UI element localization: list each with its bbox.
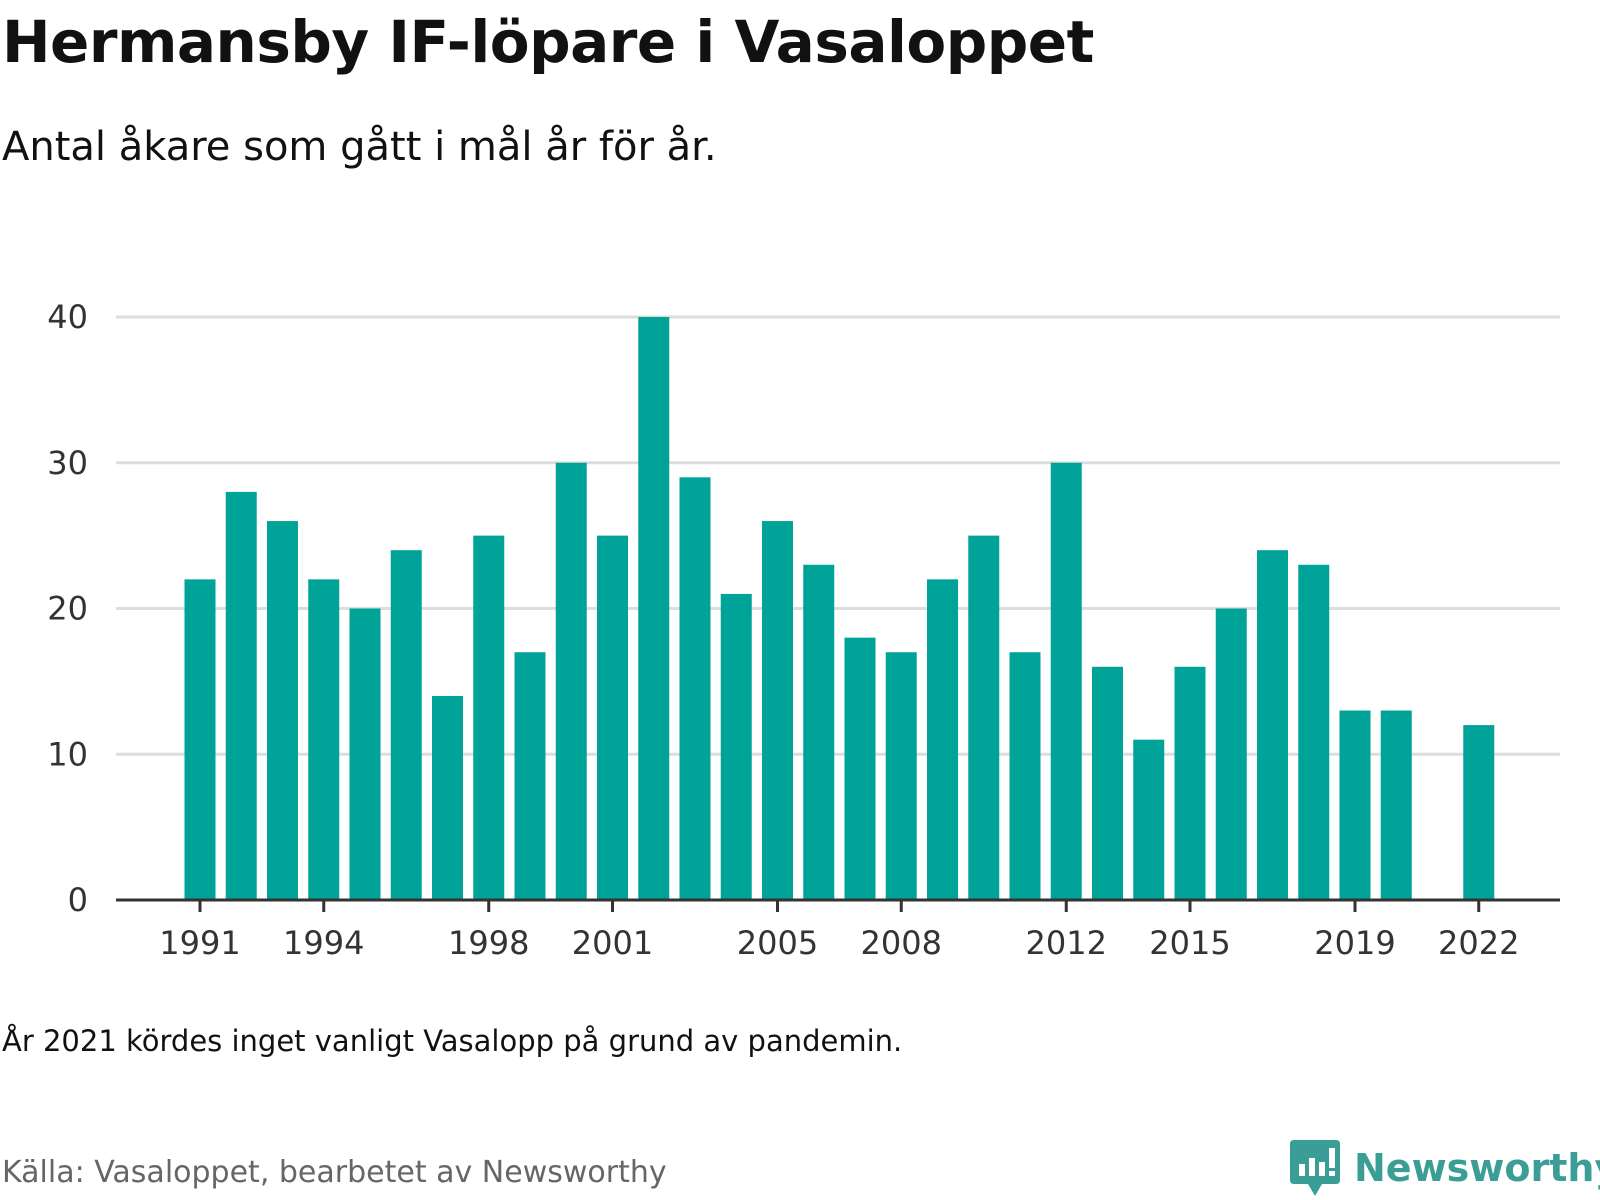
- bar-2015: [1174, 666, 1206, 900]
- chart-subtitle: Antal åkare som gått i mål år för år.: [2, 124, 717, 170]
- x-tick-label: 1998: [448, 924, 529, 962]
- x-tick-label: 1994: [283, 924, 364, 962]
- source-credit: Källa: Vasaloppet, bearbetet av Newswort…: [2, 1155, 667, 1190]
- bar-2012: [1050, 462, 1082, 900]
- newsworthy-logo-icon: [1290, 1140, 1340, 1196]
- chart-title: Hermansby IF-löpare i Vasaloppet: [2, 8, 1094, 76]
- bar-1999: [514, 652, 546, 900]
- y-tick-label: 40: [47, 298, 88, 336]
- bar-2009: [927, 579, 958, 900]
- x-tick-label: 2005: [737, 924, 818, 962]
- bar-2008: [885, 652, 917, 900]
- bars: [184, 317, 1495, 900]
- bar-1996: [390, 550, 422, 900]
- x-axis-labels: 1991 1994 1998 2001 2005 2008 2012 2015 2019 2022: [159, 924, 1519, 962]
- bar-2016: [1215, 608, 1247, 900]
- bar-2005: [762, 521, 793, 900]
- x-tick-label: 2008: [861, 924, 942, 962]
- bar-1991: [184, 579, 216, 900]
- bar-2000: [555, 462, 587, 900]
- bar-2007: [844, 637, 876, 900]
- bar-1995: [349, 608, 381, 900]
- x-tick-label: 2019: [1314, 924, 1395, 962]
- bar-2002: [638, 317, 670, 900]
- bar-2010: [968, 535, 1000, 900]
- bar-2011: [1009, 652, 1041, 900]
- bar-chart: 0 10 20 30 40 1991 1994 1998 2001 2005 2008 2012 20…: [47, 298, 1560, 962]
- brand-name: Newsworthy: [1354, 1146, 1600, 1190]
- y-tick-label: 20: [47, 590, 88, 628]
- x-axis: [116, 898, 1560, 912]
- bar-1994: [308, 579, 340, 900]
- x-tick-label: 2012: [1026, 924, 1107, 962]
- bar-2001: [597, 535, 628, 900]
- bar-2004: [720, 593, 752, 900]
- y-tick-label: 30: [47, 444, 88, 482]
- bar-2003: [679, 477, 711, 900]
- x-tick-label: 2015: [1149, 924, 1230, 962]
- footnote: År 2021 kördes inget vanligt Vasalopp på…: [2, 1024, 903, 1058]
- x-tick-label: 2022: [1438, 924, 1519, 962]
- bar-2018: [1298, 564, 1330, 900]
- bar-1992: [225, 491, 257, 900]
- y-axis-labels: 0 10 20 30 40: [47, 298, 88, 919]
- x-tick-label: 1991: [159, 924, 240, 962]
- bar-2017: [1257, 550, 1288, 900]
- bar-1998: [473, 535, 505, 900]
- bar-2019: [1339, 710, 1371, 900]
- bar-2022: [1463, 725, 1495, 900]
- x-tick-label: 2001: [572, 924, 653, 962]
- bar-1997: [432, 695, 463, 900]
- bar-2013: [1092, 666, 1123, 900]
- bar-2014: [1133, 739, 1165, 900]
- bar-1993: [267, 521, 298, 900]
- bar-2006: [803, 564, 835, 900]
- bar-2020: [1380, 710, 1412, 900]
- y-tick-label: 10: [47, 735, 88, 773]
- y-tick-label: 0: [68, 881, 88, 919]
- brand-logo: Newsworthy: [1290, 1140, 1600, 1196]
